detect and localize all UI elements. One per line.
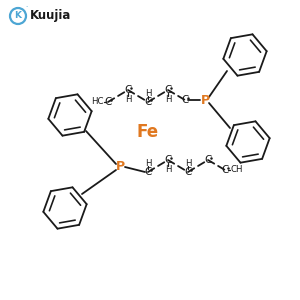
Text: C: C xyxy=(124,85,132,95)
Text: K: K xyxy=(14,11,22,20)
Text: H: H xyxy=(145,88,151,98)
Text: C: C xyxy=(144,97,152,107)
Text: C: C xyxy=(181,95,189,105)
Text: CH: CH xyxy=(231,166,243,175)
Text: H: H xyxy=(165,94,171,103)
Text: C: C xyxy=(221,165,229,175)
Text: HC: HC xyxy=(91,98,103,106)
Text: H: H xyxy=(185,158,191,167)
Text: H: H xyxy=(145,158,151,167)
Text: ·: · xyxy=(25,4,27,10)
Text: C: C xyxy=(184,167,192,177)
Text: C: C xyxy=(164,85,172,95)
Text: H: H xyxy=(125,94,131,103)
Text: H: H xyxy=(165,164,171,173)
Text: C: C xyxy=(164,155,172,165)
Text: Fe: Fe xyxy=(137,123,159,141)
Text: C: C xyxy=(104,97,112,107)
Text: Kuujia: Kuujia xyxy=(30,10,71,22)
Text: P: P xyxy=(200,94,210,106)
Text: P: P xyxy=(116,160,124,173)
Text: C: C xyxy=(144,167,152,177)
Text: C: C xyxy=(204,155,212,165)
